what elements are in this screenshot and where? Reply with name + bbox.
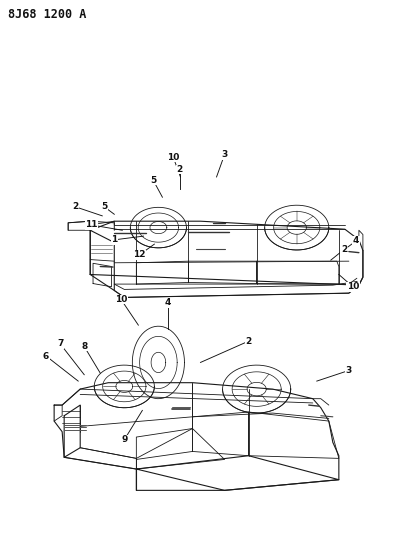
- Text: 8: 8: [81, 342, 87, 351]
- Text: 7: 7: [57, 340, 63, 348]
- Text: 3: 3: [346, 366, 352, 375]
- Text: 2: 2: [72, 203, 79, 211]
- Text: 2: 2: [176, 165, 183, 174]
- Text: 2: 2: [341, 245, 347, 254]
- Text: 12: 12: [133, 251, 146, 259]
- Text: 4: 4: [164, 298, 171, 307]
- Text: 11: 11: [85, 221, 98, 229]
- Text: 4: 4: [353, 237, 359, 245]
- Text: 3: 3: [221, 150, 228, 159]
- Text: 10: 10: [167, 153, 179, 161]
- Text: 8J68 1200 A: 8J68 1200 A: [8, 8, 86, 21]
- Text: 6: 6: [43, 352, 49, 360]
- Text: 10: 10: [347, 282, 359, 291]
- Text: 5: 5: [101, 203, 107, 211]
- Text: 10: 10: [115, 295, 127, 304]
- Text: 5: 5: [150, 176, 156, 184]
- Text: 9: 9: [121, 435, 128, 444]
- Text: 2: 2: [245, 337, 252, 345]
- Text: 1: 1: [111, 236, 117, 244]
